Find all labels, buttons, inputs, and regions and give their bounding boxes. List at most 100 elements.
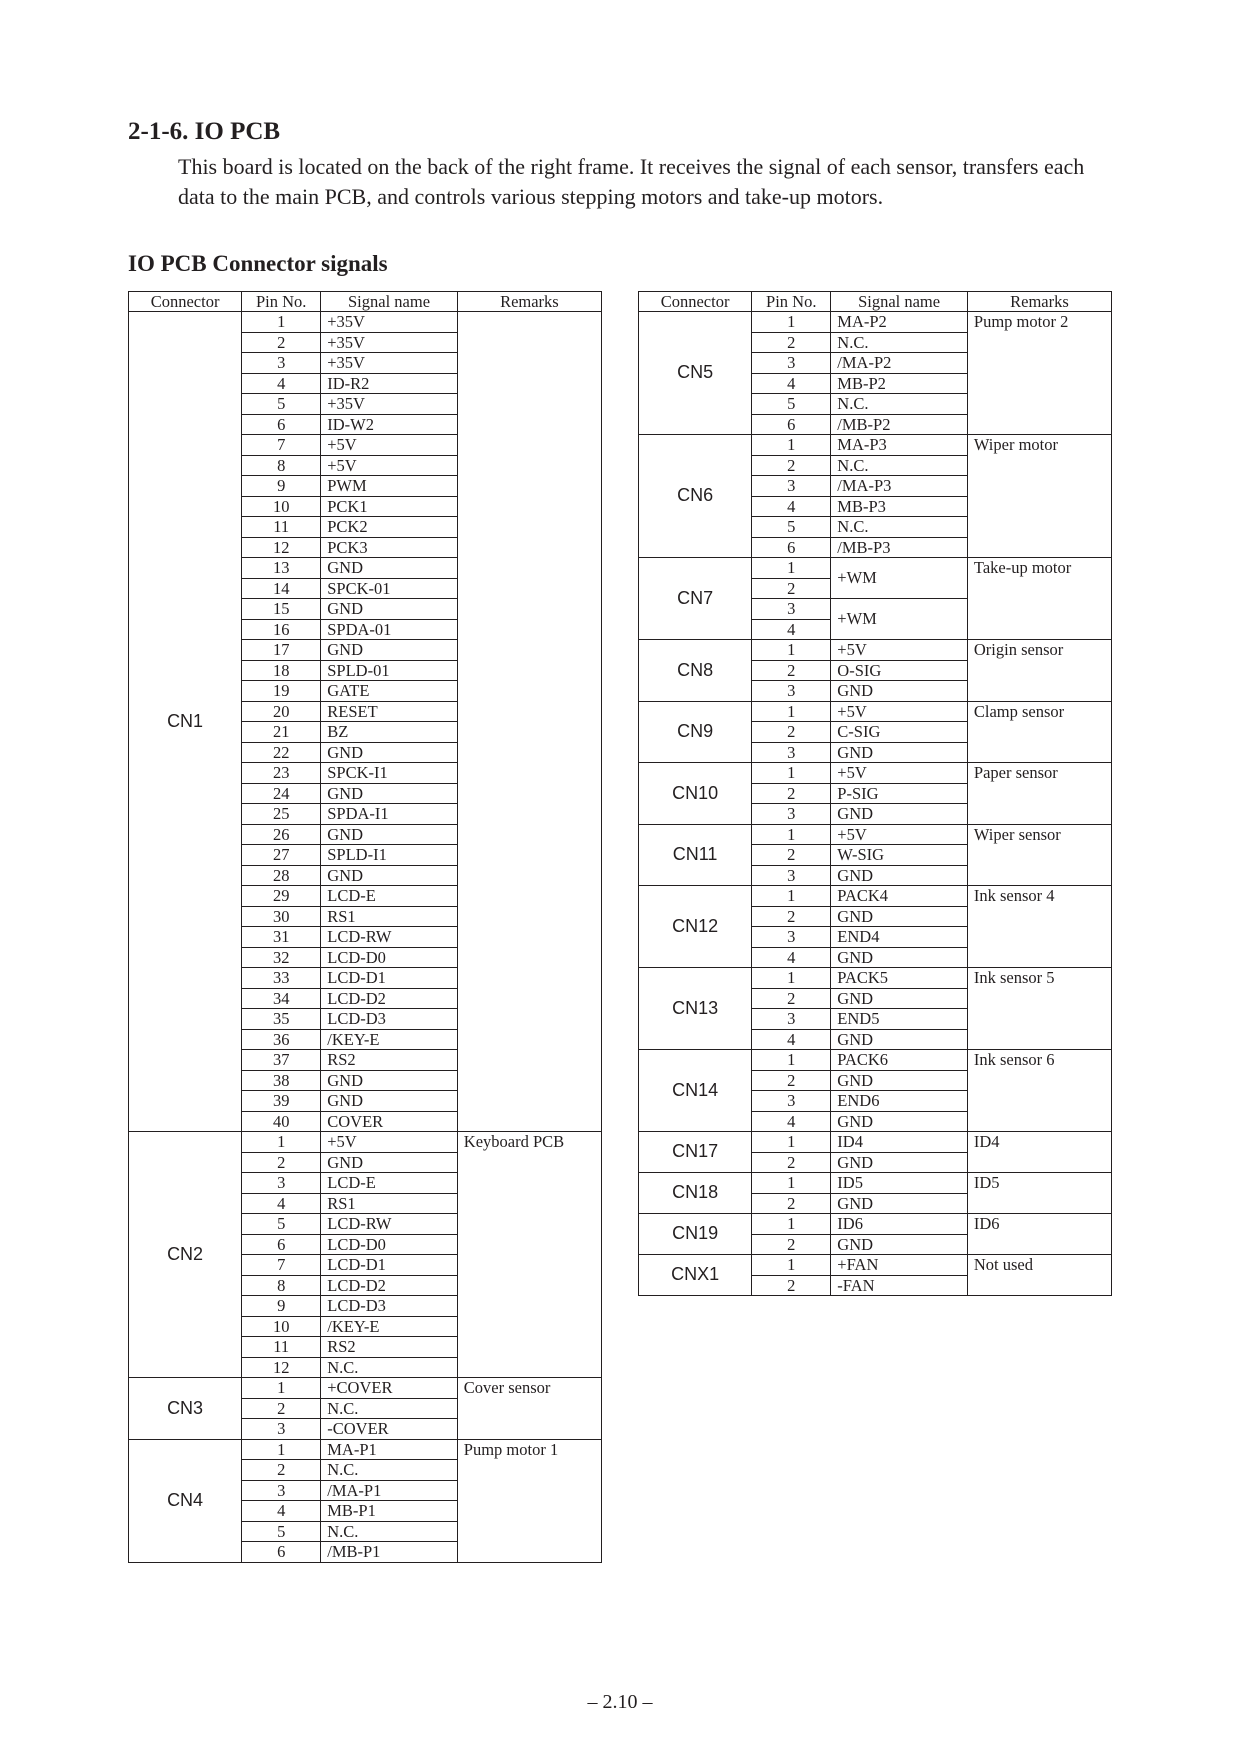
signal-name: W-SIG — [831, 845, 968, 866]
signal-name: LCD-D3 — [321, 1009, 458, 1030]
pin-number: 11 — [242, 517, 321, 538]
signal-name: MA-P2 — [831, 312, 968, 333]
connector-name: CN13 — [639, 968, 752, 1050]
pin-number: 11 — [242, 1337, 321, 1358]
signal-name: PACK4 — [831, 886, 968, 907]
column-header: Signal name — [831, 291, 968, 312]
signal-name: +35V — [321, 394, 458, 415]
signal-name: SPCK-01 — [321, 578, 458, 599]
pin-number: 4 — [242, 1501, 321, 1522]
pin-number: 10 — [242, 496, 321, 517]
signal-name: MB-P1 — [321, 1501, 458, 1522]
pin-number: 8 — [242, 455, 321, 476]
signal-name: GND — [321, 1091, 458, 1112]
connector-name: CN6 — [639, 435, 752, 558]
pin-number: 2 — [242, 332, 321, 353]
pin-number: 3 — [242, 1173, 321, 1194]
pin-number: 3 — [752, 1009, 831, 1030]
connector-name: CN9 — [639, 701, 752, 763]
pin-number: 5 — [242, 1521, 321, 1542]
table-row: CN61MA-P3Wiper motor — [639, 435, 1112, 456]
pin-number: 5 — [242, 394, 321, 415]
signal-name: GND — [321, 865, 458, 886]
pin-number: 1 — [752, 763, 831, 784]
table-row: CN171ID4ID4 — [639, 1132, 1112, 1153]
signal-name: PCK1 — [321, 496, 458, 517]
page-footer: – 2.10 – — [0, 1691, 1240, 1714]
connector-name: CNX1 — [639, 1255, 752, 1296]
pin-number: 3 — [752, 742, 831, 763]
remarks: Take-up motor — [967, 558, 1111, 640]
signal-name: ID5 — [831, 1173, 968, 1194]
pin-number: 5 — [752, 517, 831, 538]
pin-number: 1 — [752, 1050, 831, 1071]
pin-number: 1 — [752, 558, 831, 579]
signal-name: N.C. — [831, 517, 968, 538]
pin-number: 2 — [752, 988, 831, 1009]
signal-name: COVER — [321, 1111, 458, 1132]
column-header: Pin No. — [242, 291, 321, 312]
pin-number: 1 — [752, 701, 831, 722]
signal-name: BZ — [321, 722, 458, 743]
signal-name: SPCK-I1 — [321, 763, 458, 784]
signal-name: N.C. — [321, 1521, 458, 1542]
connector-table-right: ConnectorPin No.Signal nameRemarksCN51MA… — [638, 291, 1112, 1297]
column-header: Signal name — [321, 291, 458, 312]
pin-number: 1 — [752, 312, 831, 333]
signal-name: +35V — [321, 353, 458, 374]
signal-name: /KEY-E — [321, 1029, 458, 1050]
connector-name: CN1 — [129, 312, 242, 1132]
signal-name: GND — [831, 865, 968, 886]
pin-number: 2 — [752, 722, 831, 743]
pin-number: 2 — [752, 660, 831, 681]
pin-number: 2 — [752, 1070, 831, 1091]
pin-number: 12 — [242, 1357, 321, 1378]
table-row: CN101+5VPaper sensor — [639, 763, 1112, 784]
pin-number: 1 — [752, 1214, 831, 1235]
signal-name: /MA-P1 — [321, 1480, 458, 1501]
pin-number: 2 — [752, 1152, 831, 1173]
signal-name: +5V — [831, 640, 968, 661]
signal-name: GND — [831, 1029, 968, 1050]
remarks: ID5 — [967, 1173, 1111, 1214]
pin-number: 3 — [752, 865, 831, 886]
connector-name: CN19 — [639, 1214, 752, 1255]
pin-number: 1 — [752, 1255, 831, 1276]
signal-name: ID-W2 — [321, 414, 458, 435]
signal-name: SPLD-01 — [321, 660, 458, 681]
pin-number: 30 — [242, 906, 321, 927]
signal-name: GND — [831, 988, 968, 1009]
remarks: Pump motor 1 — [457, 1439, 601, 1562]
pin-number: 5 — [242, 1214, 321, 1235]
connector-table-left: ConnectorPin No.Signal nameRemarksCN11+3… — [128, 291, 602, 1563]
table-row: CN131PACK5Ink sensor 5 — [639, 968, 1112, 989]
pin-number: 1 — [752, 824, 831, 845]
pin-number: 22 — [242, 742, 321, 763]
signal-name: RS2 — [321, 1337, 458, 1358]
signal-name: /MB-P1 — [321, 1542, 458, 1563]
pin-number: 4 — [752, 1111, 831, 1132]
pin-number: 2 — [752, 578, 831, 599]
signal-name: GND — [321, 1152, 458, 1173]
signal-name: /KEY-E — [321, 1316, 458, 1337]
signal-name: ID4 — [831, 1132, 968, 1153]
signal-name: GND — [321, 742, 458, 763]
pin-number: 25 — [242, 804, 321, 825]
signal-name: PCK2 — [321, 517, 458, 538]
remarks — [457, 312, 601, 1132]
pin-number: 9 — [242, 1296, 321, 1317]
signal-name: LCD-D0 — [321, 1234, 458, 1255]
signal-name: LCD-E — [321, 886, 458, 907]
pin-number: 21 — [242, 722, 321, 743]
pin-number: 9 — [242, 476, 321, 497]
signal-name: N.C. — [831, 455, 968, 476]
signal-name: GND — [321, 1070, 458, 1091]
remarks: ID6 — [967, 1214, 1111, 1255]
pin-number: 3 — [752, 1091, 831, 1112]
table-row: CN21+5VKeyboard PCB — [129, 1132, 602, 1153]
table-row: CN191ID6ID6 — [639, 1214, 1112, 1235]
signal-name: GND — [831, 1070, 968, 1091]
signal-name: GND — [831, 1152, 968, 1173]
signal-name: N.C. — [831, 332, 968, 353]
signal-name: SPDA-I1 — [321, 804, 458, 825]
